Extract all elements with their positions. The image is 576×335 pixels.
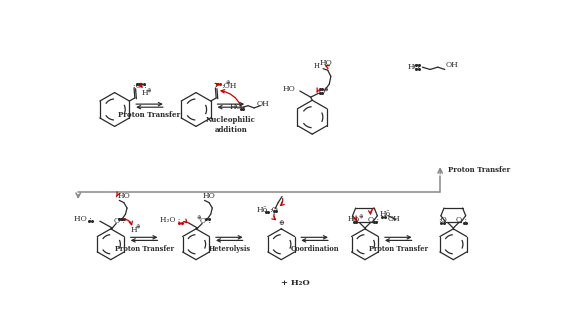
Text: ⊕: ⊕ xyxy=(278,219,284,227)
Text: ⊕: ⊕ xyxy=(146,88,151,93)
Text: O: O xyxy=(353,216,359,223)
Text: H₂O :: H₂O : xyxy=(160,216,180,224)
Text: HO :: HO : xyxy=(74,215,92,223)
Text: ⊕: ⊕ xyxy=(225,80,230,85)
Text: O: O xyxy=(319,88,325,96)
Text: H: H xyxy=(314,62,320,70)
Text: :OH: :OH xyxy=(221,82,236,90)
Text: OH: OH xyxy=(445,61,458,69)
Text: :O :: :O : xyxy=(134,82,147,90)
Text: + H₂O: + H₂O xyxy=(281,279,309,287)
Text: Hö: Hö xyxy=(380,210,391,218)
Text: HO: HO xyxy=(203,192,216,200)
Text: HO: HO xyxy=(118,192,131,200)
Text: H: H xyxy=(142,89,148,97)
Text: Proton Transfer: Proton Transfer xyxy=(369,245,428,253)
Text: :O: :O xyxy=(269,206,278,214)
Text: ⊕: ⊕ xyxy=(197,215,202,220)
Text: HO: HO xyxy=(320,59,333,67)
Text: O :: O : xyxy=(200,217,211,225)
Text: OH: OH xyxy=(257,100,270,108)
Text: Proton Transfer: Proton Transfer xyxy=(115,245,173,253)
Text: HO: HO xyxy=(282,85,295,93)
Text: ⊕: ⊕ xyxy=(135,224,140,229)
Text: Coordination: Coordination xyxy=(290,245,339,253)
Text: Nucleophilic
addition: Nucleophilic addition xyxy=(206,117,256,134)
Text: OH: OH xyxy=(387,215,400,223)
Text: O :: O : xyxy=(113,217,125,225)
Text: Proton Transfer: Proton Transfer xyxy=(448,166,510,174)
Text: :O: :O xyxy=(438,216,447,224)
Text: O :: O : xyxy=(456,216,467,224)
Text: Proton Transfer: Proton Transfer xyxy=(119,111,181,119)
Text: ⊕: ⊕ xyxy=(324,86,328,91)
Text: HO: HO xyxy=(408,63,420,71)
Text: ⊕: ⊕ xyxy=(358,214,363,219)
Text: HO: HO xyxy=(230,103,242,111)
Text: O :: O : xyxy=(368,216,379,223)
Text: Hö: Hö xyxy=(256,206,267,214)
Text: H: H xyxy=(348,215,354,223)
Text: Heterolysis: Heterolysis xyxy=(209,245,251,253)
Text: H: H xyxy=(131,225,137,233)
